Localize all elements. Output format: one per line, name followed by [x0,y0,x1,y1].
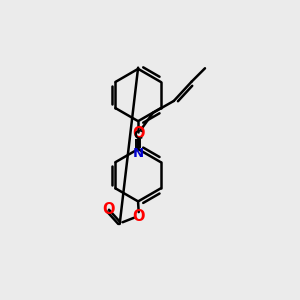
Text: O: O [103,202,115,217]
Text: N: N [133,147,144,160]
Text: C: C [134,129,143,142]
Text: O: O [132,126,144,141]
Text: O: O [133,209,145,224]
